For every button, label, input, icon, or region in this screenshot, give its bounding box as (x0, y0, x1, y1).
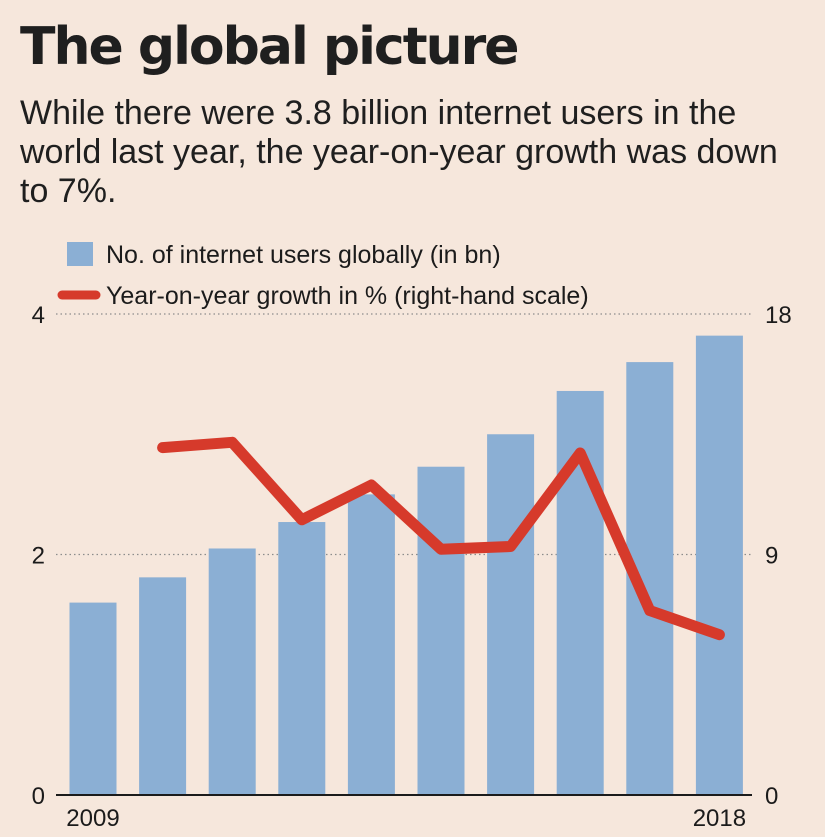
axes: 0 0 2 9 4 18 2009 2018 (32, 302, 792, 832)
bar-2010 (139, 577, 187, 795)
bar-2018 (695, 335, 743, 795)
x-axis-tick-label: 2018 (693, 805, 746, 832)
growth-line-series (157, 436, 725, 641)
bar-2015 (487, 434, 535, 795)
x-axis-tick-label: 2009 (66, 805, 119, 832)
bar-2012 (278, 522, 326, 795)
right-axis-tick-label: 9 (765, 543, 778, 570)
chart-subtitle: While there were 3.8 billion internet us… (20, 94, 778, 210)
right-axis-tick-label: 18 (765, 302, 792, 329)
legend-bar-label: No. of internet users globally (in bn) (106, 241, 501, 269)
bar-2011 (208, 548, 256, 795)
left-axis-tick-label: 4 (32, 302, 45, 329)
chart-title: The global picture (20, 17, 520, 77)
right-axis-tick-label: 0 (765, 783, 778, 810)
left-axis-tick-label: 0 (32, 783, 45, 810)
bar-2014 (417, 466, 465, 795)
bar-2009 (69, 602, 117, 795)
gridlines (56, 313, 752, 556)
bar-series (69, 335, 743, 795)
legend-line-label: Year-on-year growth in % (right-hand sca… (106, 282, 589, 310)
legend: No. of internet users globally (in bn) Y… (57, 241, 589, 310)
legend-bar-swatch (67, 242, 93, 266)
left-axis-tick-label: 2 (32, 543, 45, 570)
bar-2013 (347, 494, 395, 795)
